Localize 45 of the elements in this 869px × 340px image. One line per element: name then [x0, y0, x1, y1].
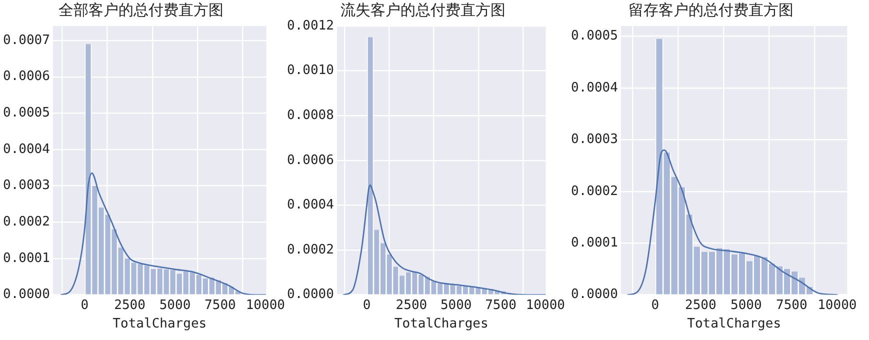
y-tick-label: 0.0001 — [2, 250, 50, 266]
x-tick-label: 2500 — [685, 298, 716, 313]
line-series — [342, 184, 546, 295]
y-tick-label: 0.0012 — [286, 18, 334, 34]
x-tick-label: 5000 — [159, 298, 191, 313]
chart-title: 全部客户的总付费直方图 — [58, 0, 224, 19]
line-series — [627, 149, 838, 295]
x-axis-title: TotalCharges — [394, 316, 488, 332]
x-tick-label: 10000 — [818, 298, 857, 313]
y-tick-label: 0.0003 — [570, 132, 618, 148]
x-tick-label: 0 — [362, 298, 371, 313]
y-tick-label: 0.0001 — [570, 235, 618, 250]
x-tick-label: 5000 — [440, 298, 472, 313]
x-tick-label: 2500 — [114, 298, 146, 313]
y-tick-label: 0.0002 — [286, 242, 334, 258]
x-tick-label: 10000 — [526, 298, 565, 313]
y-tick-label: 0.0000 — [2, 287, 50, 302]
x-tick-label: 2500 — [396, 298, 428, 313]
x-tick-label: 7500 — [204, 298, 236, 313]
x-tick-label: 10000 — [246, 298, 285, 313]
y-tick-label: 0.0000 — [286, 287, 334, 302]
y-tick-label: 0.0007 — [2, 32, 50, 48]
y-tick-label: 0.0002 — [570, 184, 618, 199]
line-series — [60, 172, 266, 295]
y-tick-label: 0.0008 — [286, 108, 334, 123]
y-tick-label: 0.0004 — [286, 198, 334, 213]
y-tick-label: 0.0000 — [570, 287, 618, 302]
y-tick-label: 0.0010 — [286, 63, 334, 78]
y-tick-label: 0.0002 — [2, 214, 50, 230]
x-tick-label: 0 — [651, 298, 660, 313]
y-tick-label: 0.0004 — [2, 142, 50, 157]
chart-title: 留存客户的总付费直方图 — [628, 0, 794, 19]
x-tick-label: 7500 — [776, 298, 808, 313]
y-tick-label: 0.0006 — [2, 69, 50, 84]
chart-title: 流失客户的总付费直方图 — [340, 0, 506, 19]
y-tick-label: 0.0004 — [570, 80, 618, 96]
x-tick-label: 7500 — [485, 298, 516, 313]
y-tick-label: 0.0005 — [2, 106, 50, 121]
y-tick-label: 0.0006 — [286, 152, 334, 168]
x-tick-label: 5000 — [730, 298, 762, 313]
x-axis-title: TotalCharges — [112, 316, 207, 332]
y-tick-label: 0.0003 — [2, 178, 50, 194]
x-tick-label: 0 — [80, 298, 89, 313]
x-axis-title: TotalCharges — [687, 316, 782, 332]
y-tick-label: 0.0005 — [570, 28, 618, 44]
